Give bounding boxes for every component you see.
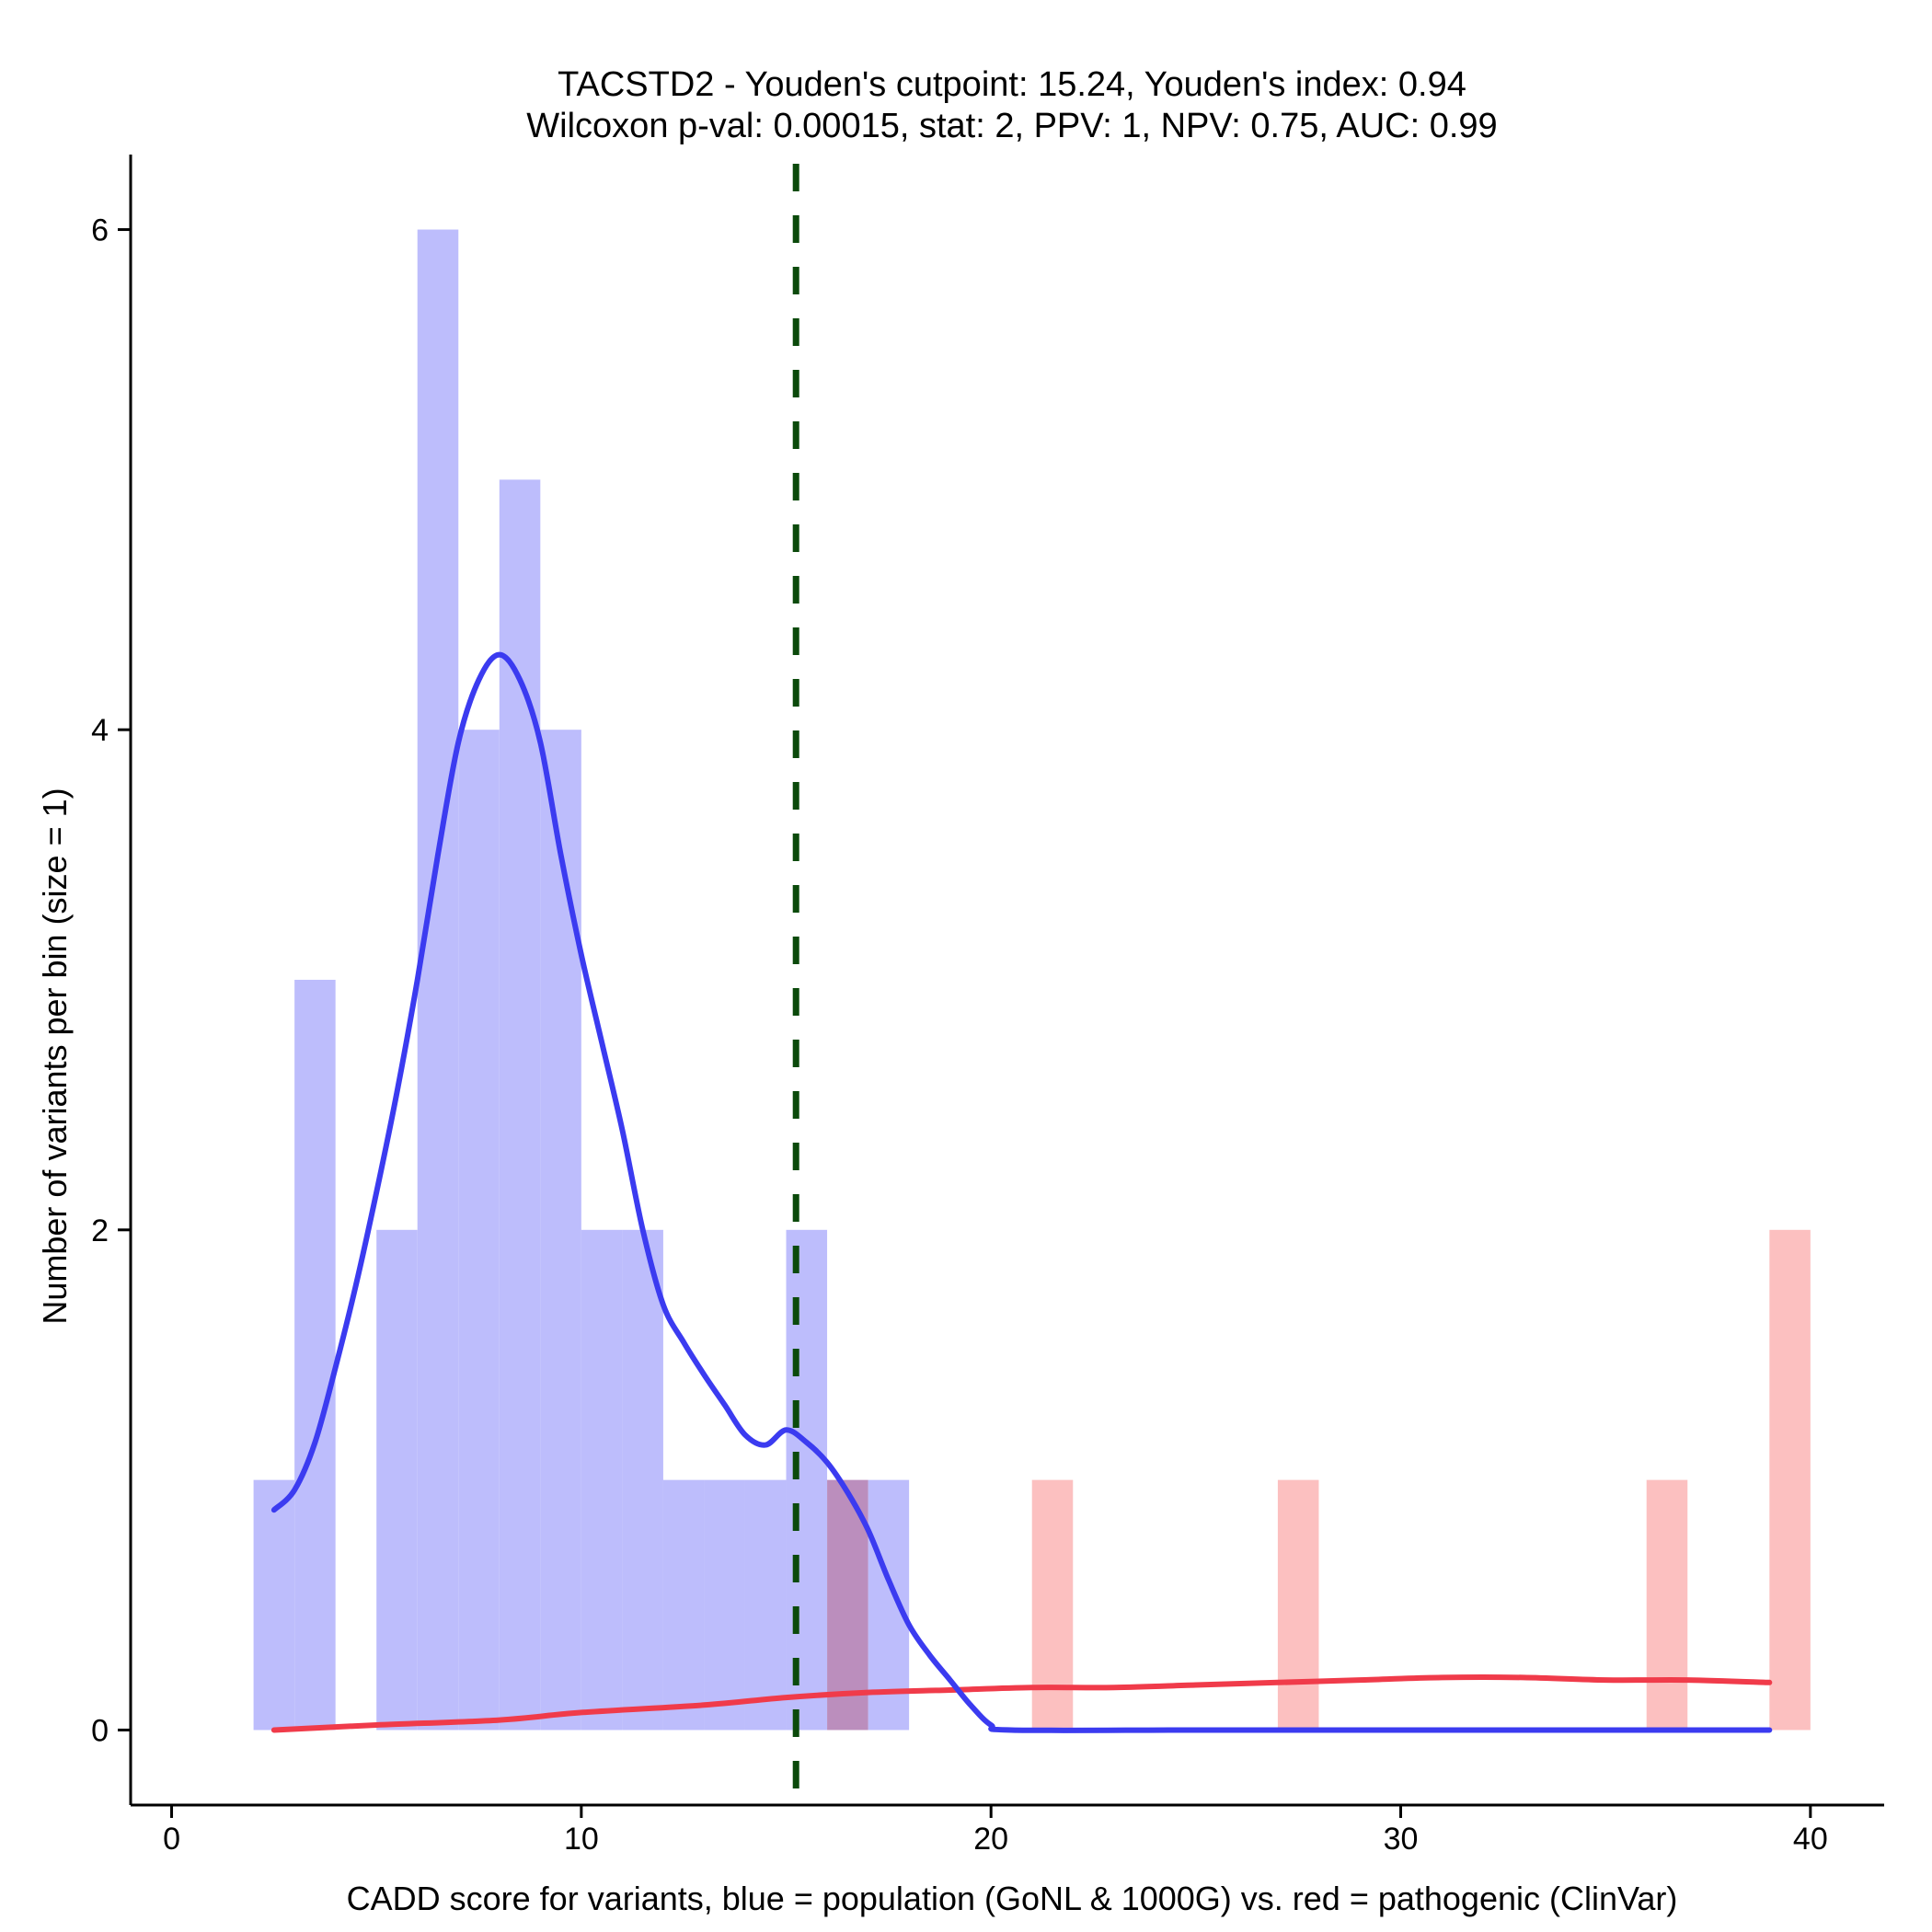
- population-bar: [704, 1479, 745, 1731]
- population-bar: [662, 1479, 705, 1731]
- y-tick-label: 4: [91, 713, 109, 748]
- population-bar: [376, 1229, 418, 1731]
- population-bar: [581, 1229, 623, 1731]
- x-tick-label: 10: [564, 1822, 599, 1857]
- x-tick-label: 30: [1384, 1822, 1419, 1857]
- population-bar: [786, 1229, 828, 1731]
- population-bar: [622, 1229, 663, 1731]
- pathogenic-bar: [1277, 1479, 1319, 1731]
- x-tick-label: 0: [163, 1822, 180, 1857]
- pathogenic-bar: [1769, 1229, 1811, 1731]
- population-bar: [417, 229, 459, 1731]
- population-bar: [294, 980, 336, 1731]
- chart-title-line-1: TACSTD2 - Youden's cutpoint: 15.24, Youd…: [558, 65, 1466, 104]
- axes: 0 10 20 30 40 0 2 4 6: [91, 155, 1884, 1857]
- population-density-line: [270, 651, 1773, 1733]
- pathogenic-density-line: [270, 1674, 1773, 1733]
- histogram-bars: [253, 229, 1811, 1731]
- y-axis-label: Number of variants per bin (size = 1): [36, 788, 74, 1324]
- y-tick-label: 0: [91, 1713, 109, 1748]
- population-bar: [540, 730, 581, 1731]
- chart-title-line-2: Wilcoxon p-val: 0.00015, stat: 2, PPV: 1…: [526, 107, 1497, 145]
- population-bar: [253, 1479, 295, 1731]
- population-bar: [458, 730, 500, 1731]
- pathogenic-bar: [1031, 1479, 1074, 1731]
- population-bar: [499, 479, 541, 1731]
- y-tick-label: 2: [91, 1213, 109, 1248]
- density-curves: [270, 651, 1773, 1733]
- y-tick-label: 6: [91, 213, 109, 248]
- x-axis-label: CADD score for variants, blue = populati…: [347, 1880, 1678, 1917]
- pathogenic-bar: [1646, 1479, 1688, 1731]
- population-bar: [744, 1479, 787, 1731]
- x-tick-label: 20: [973, 1822, 1008, 1857]
- x-tick-label: 40: [1793, 1822, 1828, 1857]
